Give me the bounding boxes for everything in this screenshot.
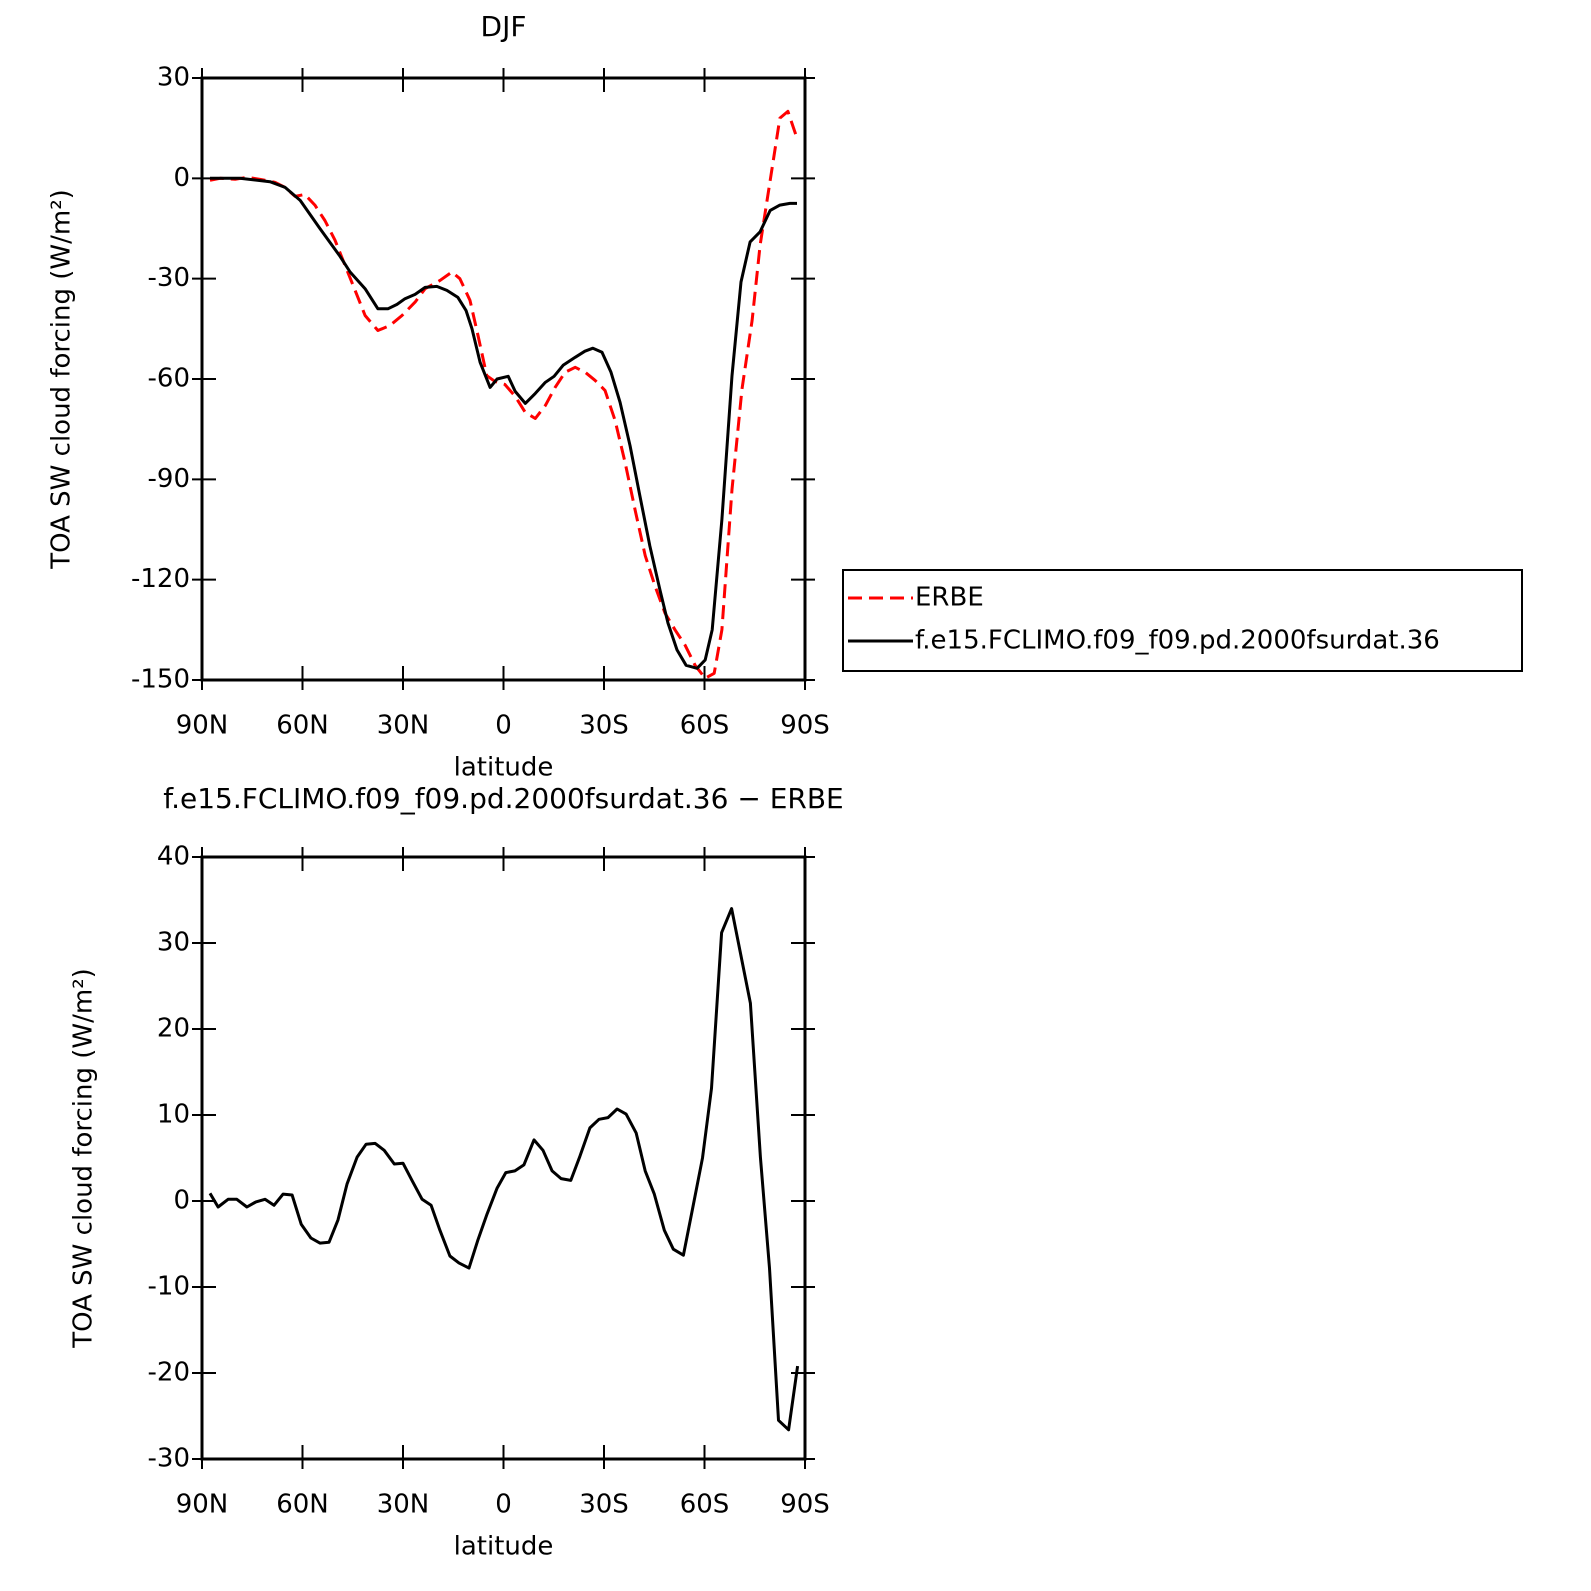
x-tick-label: 60N: [276, 711, 329, 741]
y-tick-label: 30: [157, 928, 190, 958]
y-tick-label: -30: [148, 1444, 190, 1474]
x-tick-label: 30S: [579, 1490, 629, 1520]
x-tick-label: 90S: [780, 1490, 830, 1520]
y-tick-label: -60: [148, 364, 190, 394]
x-tick-label: 90N: [176, 711, 229, 741]
data-line: [210, 176, 797, 670]
x-tick-label: 90S: [780, 711, 830, 741]
y-tick-label: -10: [148, 1272, 190, 1302]
x-tick-label: 30S: [579, 711, 629, 741]
legend-label: ERBE: [915, 583, 984, 613]
y-tick-label: 30: [157, 63, 190, 93]
y-tick-label: -30: [148, 263, 190, 293]
legend-box: [842, 569, 1523, 672]
y-axis-label: TOA SW cloud forcing (W/m²): [69, 968, 99, 1349]
x-tick-label: 90N: [176, 1490, 229, 1520]
legend: ERBE f.e15.FCLIMO.f09_f09.pd.2000fsurdat.…: [842, 569, 1523, 672]
x-tick-label: 30N: [377, 711, 430, 741]
legend-label: f.e15.FCLIMO.f09_f09.pd.2000fsurdat.36: [915, 626, 1440, 656]
x-axis-label: latitude: [454, 1532, 554, 1562]
x-tick-label: 0: [495, 711, 512, 741]
x-tick-label: 60S: [680, 711, 730, 741]
chart-title: DJF: [481, 10, 527, 43]
data-line: [209, 109, 799, 680]
y-tick-label: 0: [173, 163, 190, 193]
y-tick-label: 20: [157, 1014, 190, 1044]
y-axis-label: TOA SW cloud forcing (W/m²): [47, 189, 77, 570]
x-axis-label: latitude: [454, 753, 554, 783]
y-tick-label: -90: [148, 464, 190, 494]
y-tick-label: 0: [173, 1186, 190, 1216]
x-tick-label: 60N: [276, 1490, 329, 1520]
plot-frame: [200, 855, 807, 1461]
x-tick-label: 0: [495, 1490, 512, 1520]
y-tick-label: -120: [131, 564, 190, 594]
x-tick-label: 30N: [377, 1490, 430, 1520]
chart-title: f.e15.FCLIMO.f09_f09.pd.2000fsurdat.36 −…: [163, 782, 844, 815]
plot-frame: [200, 76, 807, 682]
data-line: [208, 907, 800, 1432]
y-tick-label: -150: [131, 665, 190, 695]
y-tick-label: 40: [157, 842, 190, 872]
y-tick-label: 10: [157, 1100, 190, 1130]
x-tick-label: 60S: [680, 1490, 730, 1520]
y-tick-label: -20: [148, 1358, 190, 1388]
